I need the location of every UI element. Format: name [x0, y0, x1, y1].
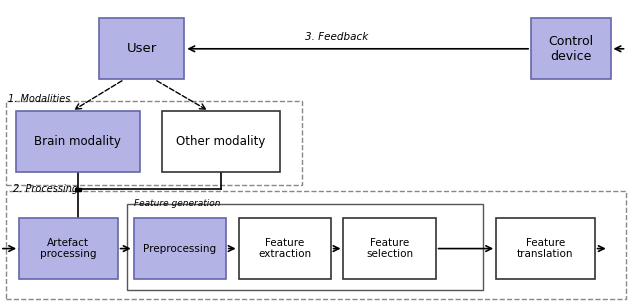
Text: Feature
translation: Feature translation	[517, 238, 574, 259]
Text: Control
device: Control device	[548, 35, 593, 63]
Text: Artefact
processing: Artefact processing	[40, 238, 97, 259]
FancyBboxPatch shape	[16, 111, 140, 172]
FancyBboxPatch shape	[162, 111, 280, 172]
FancyBboxPatch shape	[343, 218, 436, 279]
Text: 1. Modalities: 1. Modalities	[8, 94, 70, 104]
Text: Other modality: Other modality	[176, 135, 266, 148]
Text: User: User	[127, 42, 156, 55]
FancyBboxPatch shape	[99, 18, 184, 79]
Text: 2. Processing: 2. Processing	[13, 184, 78, 194]
Text: Feature
selection: Feature selection	[366, 238, 413, 259]
Text: Feature
extraction: Feature extraction	[258, 238, 311, 259]
Bar	[6, 191, 626, 299]
FancyBboxPatch shape	[531, 18, 611, 79]
FancyBboxPatch shape	[19, 218, 118, 279]
FancyBboxPatch shape	[134, 218, 226, 279]
Text: Preprocessing: Preprocessing	[143, 244, 216, 253]
Text: Brain modality: Brain modality	[34, 135, 121, 148]
FancyBboxPatch shape	[496, 218, 595, 279]
Bar	[75, 188, 81, 191]
Text: Feature generation: Feature generation	[134, 199, 220, 208]
Bar	[127, 204, 483, 290]
FancyBboxPatch shape	[238, 218, 331, 279]
Text: 3. Feedback: 3. Feedback	[305, 32, 369, 41]
Bar	[6, 101, 302, 185]
